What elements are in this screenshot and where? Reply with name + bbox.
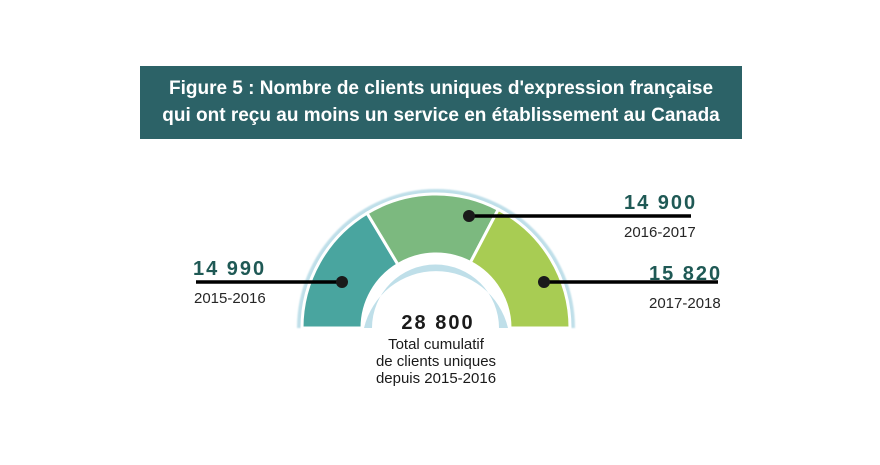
svg-text:15 820: 15 820 <box>649 263 722 285</box>
svg-text:2017-2018: 2017-2018 <box>649 295 721 312</box>
svg-text:depuis 2015-2016: depuis 2015-2016 <box>376 370 496 387</box>
svg-text:14 990: 14 990 <box>193 258 266 280</box>
svg-text:Total cumulatif: Total cumulatif <box>388 336 485 353</box>
svg-text:28 800: 28 800 <box>401 312 474 334</box>
svg-text:14 900: 14 900 <box>624 192 697 214</box>
svg-text:2016-2017: 2016-2017 <box>624 224 696 241</box>
svg-text:de clients uniques: de clients uniques <box>376 353 496 370</box>
svg-text:2015-2016: 2015-2016 <box>194 290 266 307</box>
